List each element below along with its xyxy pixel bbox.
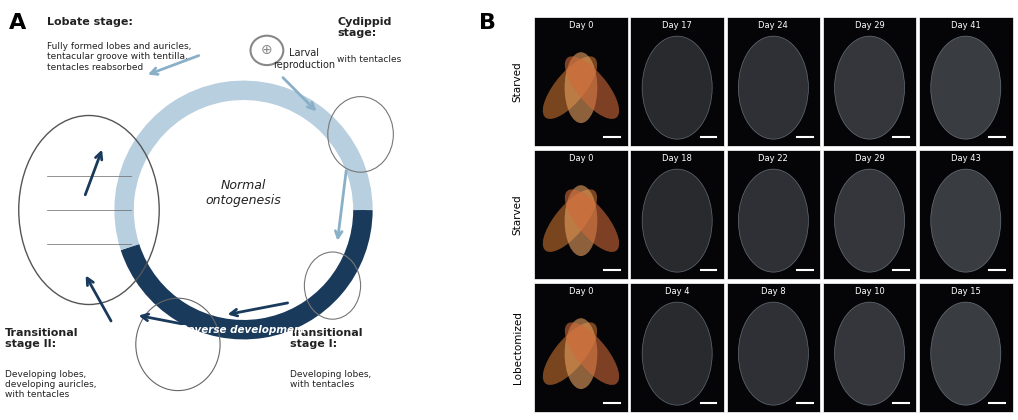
Text: Day 8: Day 8 bbox=[761, 287, 786, 296]
Text: Day 4: Day 4 bbox=[665, 287, 689, 296]
Circle shape bbox=[163, 138, 324, 282]
Text: Day 22: Day 22 bbox=[758, 154, 788, 163]
FancyBboxPatch shape bbox=[630, 283, 724, 412]
Ellipse shape bbox=[565, 322, 619, 385]
Ellipse shape bbox=[543, 189, 598, 252]
Text: A: A bbox=[9, 13, 26, 33]
Text: Day 41: Day 41 bbox=[951, 21, 980, 30]
Text: Fully formed lobes and auricles,
tentacular groove with tentilla,
tentacles reab: Fully formed lobes and auricles, tentacu… bbox=[47, 42, 191, 72]
Text: Day 29: Day 29 bbox=[855, 21, 885, 30]
Ellipse shape bbox=[565, 189, 619, 252]
Text: Transitional
stage II:: Transitional stage II: bbox=[5, 328, 78, 349]
Ellipse shape bbox=[642, 169, 713, 272]
Text: Day 0: Day 0 bbox=[569, 287, 593, 296]
Ellipse shape bbox=[642, 302, 713, 405]
Text: Day 0: Day 0 bbox=[569, 21, 593, 30]
FancyBboxPatch shape bbox=[919, 150, 1013, 278]
Text: Day 10: Day 10 bbox=[855, 287, 885, 296]
FancyBboxPatch shape bbox=[823, 17, 916, 146]
FancyBboxPatch shape bbox=[630, 150, 724, 278]
Ellipse shape bbox=[738, 169, 808, 272]
Text: Lobate stage:: Lobate stage: bbox=[47, 17, 132, 27]
Ellipse shape bbox=[565, 185, 598, 256]
Text: Day 43: Day 43 bbox=[951, 154, 980, 163]
FancyBboxPatch shape bbox=[727, 150, 821, 278]
Ellipse shape bbox=[835, 36, 905, 139]
Text: Reverse development: Reverse development bbox=[180, 325, 306, 335]
FancyBboxPatch shape bbox=[823, 283, 916, 412]
Text: Day 29: Day 29 bbox=[855, 154, 885, 163]
Text: Day 24: Day 24 bbox=[758, 21, 788, 30]
FancyBboxPatch shape bbox=[919, 17, 1013, 146]
Ellipse shape bbox=[930, 36, 1001, 139]
Ellipse shape bbox=[565, 318, 598, 389]
Text: Transitional
stage I:: Transitional stage I: bbox=[290, 328, 363, 349]
Ellipse shape bbox=[738, 302, 808, 405]
Ellipse shape bbox=[835, 169, 905, 272]
Text: B: B bbox=[479, 13, 496, 33]
Text: Larval
reproduction: Larval reproduction bbox=[273, 48, 336, 70]
Text: Cydippid
stage:: Cydippid stage: bbox=[337, 17, 392, 38]
Text: Starved: Starved bbox=[513, 194, 523, 234]
Text: Day 17: Day 17 bbox=[663, 21, 692, 30]
Ellipse shape bbox=[543, 322, 598, 385]
Ellipse shape bbox=[930, 169, 1001, 272]
Text: Starved: Starved bbox=[513, 61, 523, 102]
FancyBboxPatch shape bbox=[534, 150, 628, 278]
FancyBboxPatch shape bbox=[727, 17, 821, 146]
Ellipse shape bbox=[835, 302, 905, 405]
FancyBboxPatch shape bbox=[630, 17, 724, 146]
Text: with tentacles: with tentacles bbox=[337, 55, 401, 63]
Text: ⊕: ⊕ bbox=[261, 43, 273, 58]
FancyBboxPatch shape bbox=[534, 17, 628, 146]
Text: Day 18: Day 18 bbox=[663, 154, 692, 163]
Ellipse shape bbox=[565, 52, 598, 123]
Text: Normal
ontogenesis: Normal ontogenesis bbox=[206, 179, 281, 207]
Text: Lobectomized: Lobectomized bbox=[513, 311, 523, 383]
FancyBboxPatch shape bbox=[823, 150, 916, 278]
FancyBboxPatch shape bbox=[919, 283, 1013, 412]
FancyBboxPatch shape bbox=[727, 283, 821, 412]
Text: Day 15: Day 15 bbox=[951, 287, 980, 296]
Ellipse shape bbox=[930, 302, 1001, 405]
Ellipse shape bbox=[565, 56, 619, 119]
Text: Developing lobes,
developing auricles,
with tentacles: Developing lobes, developing auricles, w… bbox=[5, 370, 96, 399]
Ellipse shape bbox=[642, 36, 713, 139]
FancyBboxPatch shape bbox=[534, 283, 628, 412]
Ellipse shape bbox=[738, 36, 808, 139]
Text: Developing lobes,
with tentacles: Developing lobes, with tentacles bbox=[290, 370, 372, 389]
Ellipse shape bbox=[543, 56, 598, 119]
Text: Day 0: Day 0 bbox=[569, 154, 593, 163]
